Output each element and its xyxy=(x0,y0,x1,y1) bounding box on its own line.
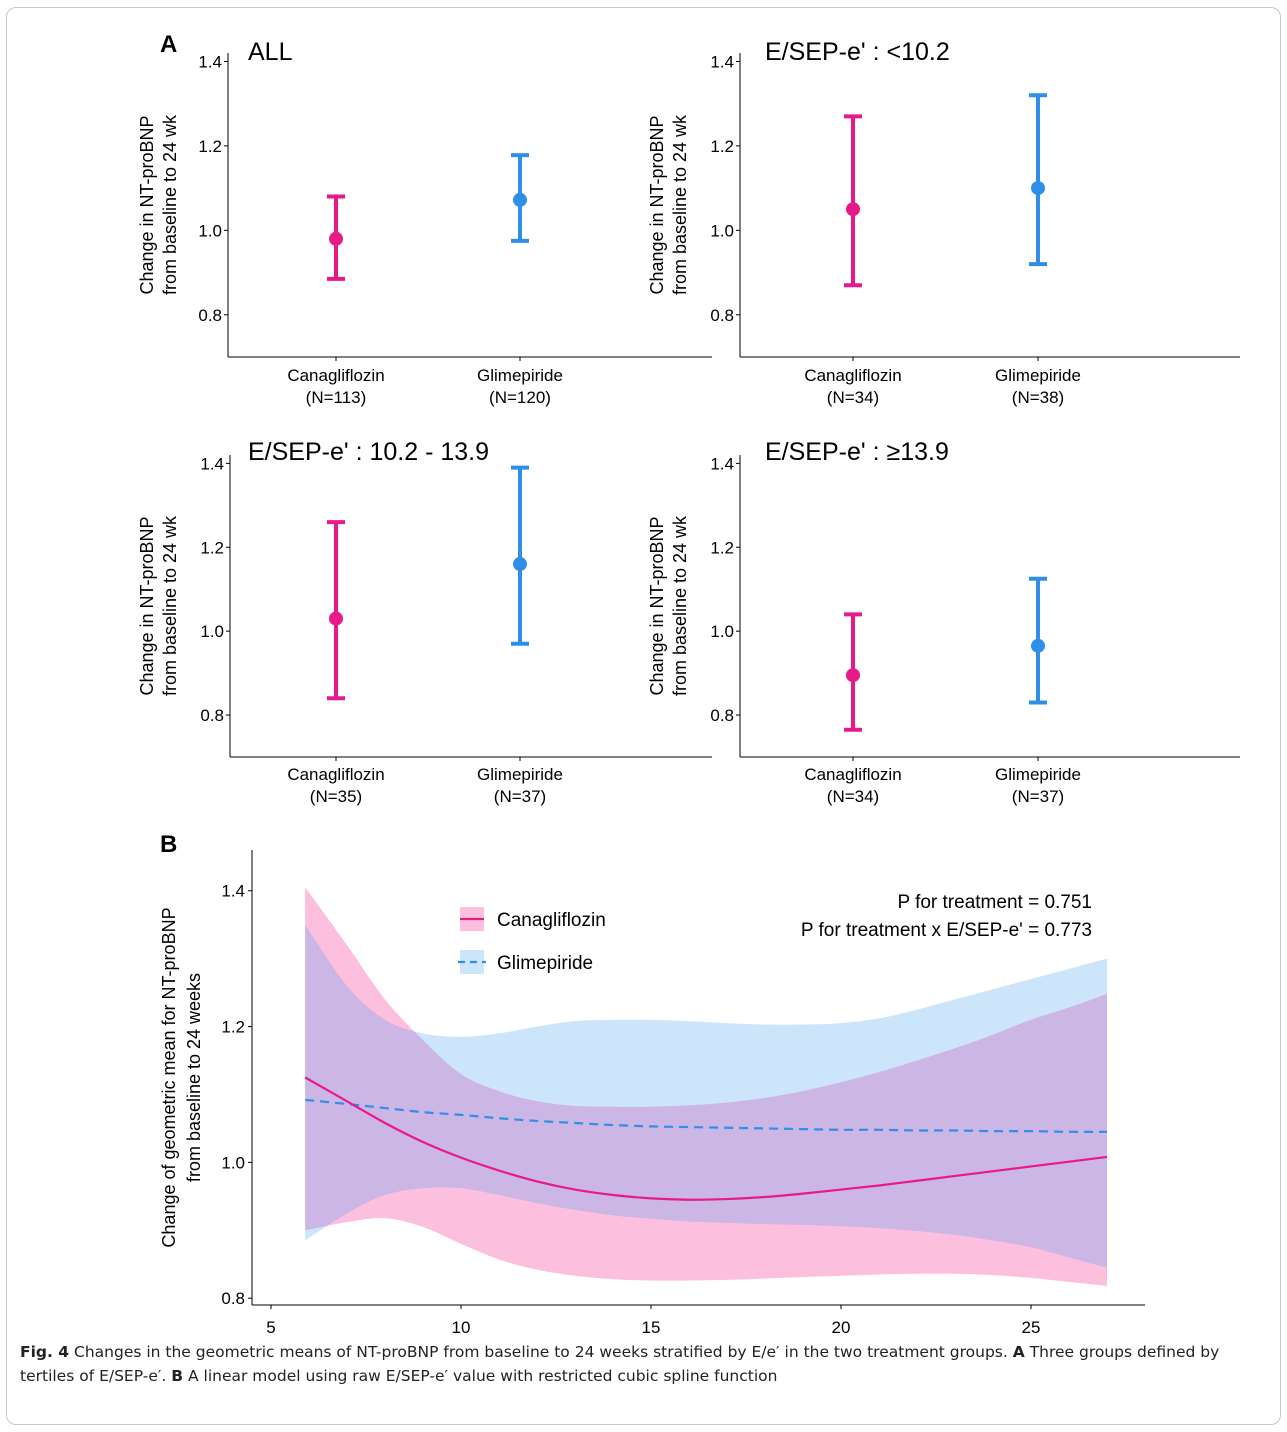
caption-text-2: Three groups defined by tertiles of E/SE… xyxy=(20,1343,1220,1385)
y-axis-label: from baseline to 24 wk xyxy=(160,114,180,295)
y-tick-label: 1.0 xyxy=(200,622,224,641)
y-tick-label: 1.0 xyxy=(710,622,734,641)
n-label: (N=34) xyxy=(827,388,879,407)
y-tick-label: 1.2 xyxy=(200,538,224,557)
y-tick-label: 1.4 xyxy=(198,52,222,71)
panel-a1: ALL 0.8 1.0 1.2 1.4 Canagliflozin (N=113) Glime… xyxy=(137,38,712,407)
y-tick-label: 1.2 xyxy=(710,538,734,557)
y-axis-label: Change in NT-proBNP xyxy=(137,115,157,294)
y-axis-label: from baseline to 24 wk xyxy=(160,515,180,696)
caption-text-1: Changes in the geometric means of NT-pro… xyxy=(69,1343,1013,1361)
annotation-p-interaction: P for treatment x E/SEP-e' = 0.773 xyxy=(801,920,1092,941)
category-label: Canagliflozin xyxy=(287,765,384,784)
x-tick-label: 15 xyxy=(642,1318,661,1337)
errorbar-glimepiride xyxy=(1029,576,1047,705)
line-glimepiride xyxy=(305,1098,1108,1133)
y-tick-label: 1.4 xyxy=(710,454,734,473)
y-tick-label: 1.4 xyxy=(221,882,245,901)
n-label: (N=120) xyxy=(489,388,551,407)
point-estimate xyxy=(846,202,860,217)
category-label: Glimepiride xyxy=(995,765,1081,784)
n-label: (N=34) xyxy=(827,787,879,806)
caption-label-b: B xyxy=(171,1367,184,1385)
y-tick-label: 1.0 xyxy=(710,221,734,240)
errorbar-glimepiride xyxy=(1029,93,1047,267)
n-label: (N=113) xyxy=(306,388,367,407)
point-estimate xyxy=(513,192,527,207)
y-axis-label: Change in NT-proBNP xyxy=(647,516,667,695)
y-tick-label: 1.2 xyxy=(198,137,222,156)
errorbar-canagliflozin xyxy=(327,194,345,281)
point-estimate xyxy=(329,611,343,626)
x-tick-label: 25 xyxy=(1022,1318,1041,1337)
n-label: (N=37) xyxy=(1012,787,1064,806)
y-tick-label: 1.2 xyxy=(221,1018,245,1037)
charts: ALL 0.8 1.0 1.2 1.4 Canagliflozin (N=113) Glime… xyxy=(137,38,1240,1337)
y-axis-label: from baseline to 24 wk xyxy=(670,114,690,295)
n-label: (N=35) xyxy=(310,787,362,806)
y-tick-label: 0.8 xyxy=(200,706,224,725)
annotation-p-treatment: P for treatment = 0.751 xyxy=(897,892,1092,913)
x-tick-label: 5 xyxy=(266,1318,275,1337)
n-label: (N=37) xyxy=(494,787,546,806)
figure-caption: Fig. 4 Changes in the geometric means of… xyxy=(20,1340,1265,1388)
figure-4: A B ALL 0.8 1.0 1.2 1.4 Canagliflozin (N=113) G… xyxy=(137,31,1240,1337)
figure-frame xyxy=(6,7,1281,1425)
point-estimate xyxy=(329,231,343,246)
category-label: Glimepiride xyxy=(477,765,563,784)
point-estimate xyxy=(846,668,860,683)
errorbar-glimepiride xyxy=(511,153,529,243)
y-tick-label: 1.4 xyxy=(200,454,224,473)
y-axis-label: Change in NT-proBNP xyxy=(137,516,157,695)
y-axis-label: Change in NT-proBNP xyxy=(647,115,667,294)
legend-label-canagliflozin: Canagliflozin xyxy=(497,910,606,931)
errorbar-canagliflozin xyxy=(844,612,862,732)
errorbar-canagliflozin xyxy=(327,520,345,701)
x-tick-label: 10 xyxy=(452,1318,471,1337)
panel-a3: E/SEP-e' : 10.2 - 13.9 0.8 1.0 1.2 1.4 Canagl… xyxy=(137,438,712,806)
y-axis-label: from baseline to 24 wk xyxy=(670,515,690,696)
y-tick-label: 0.8 xyxy=(710,306,734,325)
y-tick-label: 1.2 xyxy=(710,137,734,156)
legend-label-glimepiride: Glimepiride xyxy=(497,953,593,974)
y-tick-label: 1.0 xyxy=(198,221,222,240)
y-axis-label: from baseline to 24 weeks xyxy=(184,973,204,1182)
caption-text-3: A linear model using raw E/SEP-e′ value … xyxy=(183,1367,778,1385)
category-label: Canagliflozin xyxy=(804,366,901,385)
panel-a2: E/SEP-e' : <10.2 0.8 1.0 1.2 1.4 Canagliflozi… xyxy=(647,38,1240,407)
panel-title: E/SEP-e' : <10.2 xyxy=(765,38,950,66)
y-tick-label: 0.8 xyxy=(221,1289,245,1308)
point-estimate xyxy=(1031,181,1045,196)
caption-label-a: A xyxy=(1012,1343,1025,1361)
panel-b-label: B xyxy=(160,831,177,858)
ci-band-overlap xyxy=(305,924,1107,1268)
y-tick-label: 1.0 xyxy=(221,1153,245,1172)
panel-a4: E/SEP-e' : ≥13.9 0.8 1.0 1.2 1.4 Canagliflozi… xyxy=(647,438,1240,806)
caption-label: Fig. 4 xyxy=(20,1343,70,1361)
errorbar-glimepiride xyxy=(511,465,529,646)
panel-title: ALL xyxy=(248,38,293,66)
panel-b: 0.81.01.21.4510152025E/SEP-e'Change of g… xyxy=(159,850,1145,1337)
y-tick-label: 1.4 xyxy=(710,52,734,71)
y-axis-label: Change of geometric mean for NT-proBNP xyxy=(159,907,179,1247)
x-tick-label: 20 xyxy=(832,1318,851,1337)
panel-title: E/SEP-e' : ≥13.9 xyxy=(765,438,949,466)
category-label: Glimepiride xyxy=(477,366,563,385)
legend: Canagliflozin Glimepiride xyxy=(458,907,606,974)
panel-a-label: A xyxy=(160,31,177,58)
category-label: Canagliflozin xyxy=(804,765,901,784)
panel-title: E/SEP-e' : 10.2 - 13.9 xyxy=(248,438,489,466)
category-label: Canagliflozin xyxy=(287,366,384,385)
n-label: (N=38) xyxy=(1012,388,1064,407)
line-canagliflozin xyxy=(304,1076,1108,1201)
point-estimate xyxy=(513,557,527,572)
category-label: Glimepiride xyxy=(995,366,1081,385)
y-tick-label: 0.8 xyxy=(198,306,222,325)
errorbar-canagliflozin xyxy=(844,114,862,288)
y-tick-label: 0.8 xyxy=(710,706,734,725)
point-estimate xyxy=(1031,638,1045,653)
